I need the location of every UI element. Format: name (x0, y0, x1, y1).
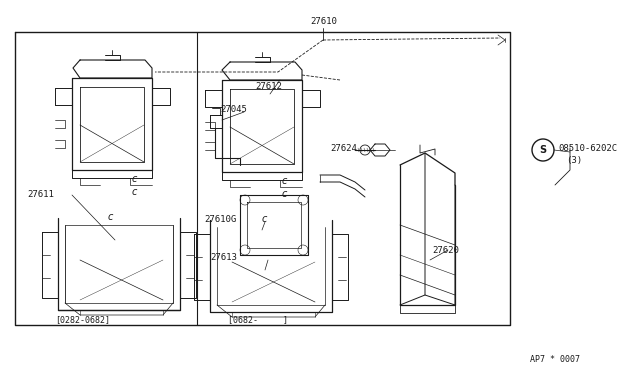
Text: 27611: 27611 (27, 190, 54, 199)
Text: 27620: 27620 (432, 246, 459, 255)
Text: 27613: 27613 (210, 253, 237, 262)
Text: c: c (108, 212, 113, 222)
Text: 27610G: 27610G (204, 215, 236, 224)
Text: 27045: 27045 (220, 105, 247, 114)
Text: 27610: 27610 (310, 17, 337, 26)
Text: c: c (262, 214, 268, 224)
Text: c: c (132, 174, 138, 184)
Text: [0682-     ]: [0682- ] (228, 315, 288, 324)
Text: AP7 * 0007: AP7 * 0007 (530, 355, 580, 364)
Text: 08510-6202C: 08510-6202C (558, 144, 617, 153)
Text: c: c (282, 189, 287, 199)
Text: (3): (3) (566, 156, 582, 165)
Text: [0282-0682]: [0282-0682] (55, 315, 110, 324)
Text: 27624: 27624 (330, 144, 357, 153)
Text: 27612: 27612 (255, 82, 282, 91)
Text: c: c (282, 176, 287, 186)
Text: S: S (540, 145, 547, 155)
Text: c: c (132, 187, 138, 197)
